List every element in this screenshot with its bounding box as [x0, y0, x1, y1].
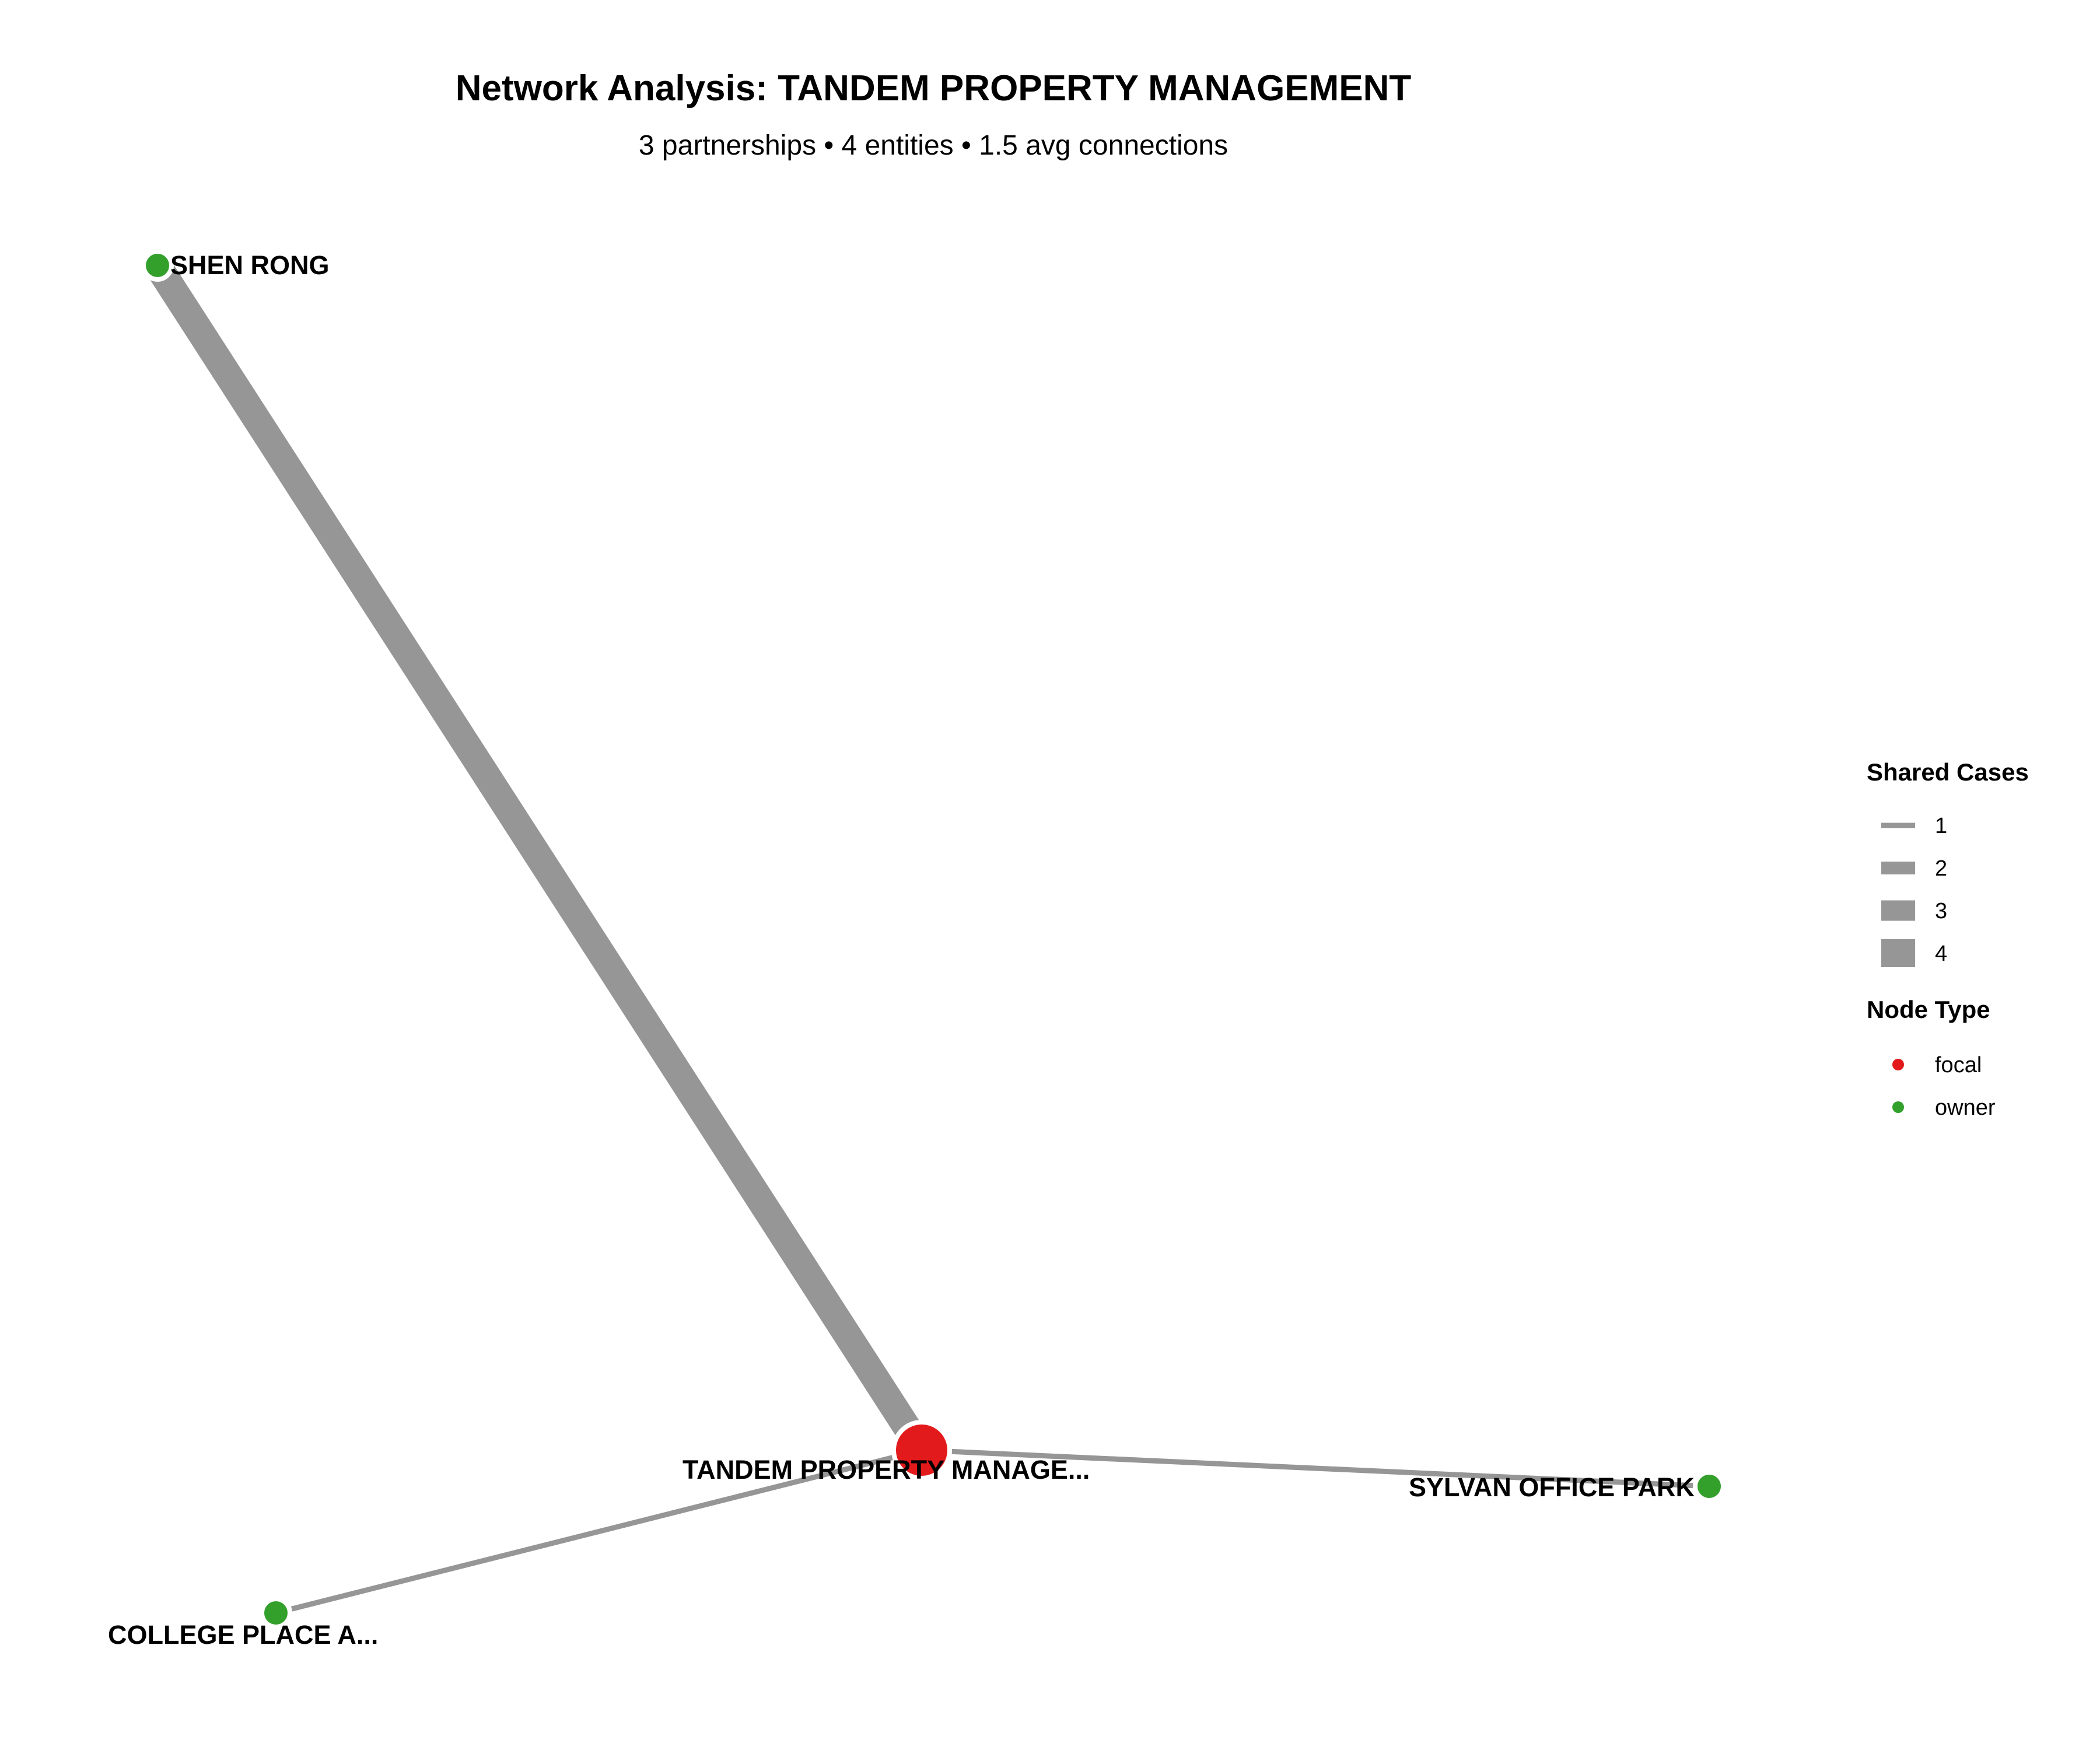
legend-node-key-owner: [1892, 1101, 1904, 1113]
edge-tandem-shen: [145, 257, 934, 1458]
legend-edge-label-2: 2: [1935, 856, 1947, 881]
node-label-sylvan: SYLVAN OFFICE PARK: [1409, 1472, 1695, 1502]
node-tandem: [891, 1420, 952, 1480]
legend-edge-label-1: 1: [1935, 814, 1947, 838]
edge-tandem-sylvan: [921, 1447, 1710, 1489]
labels-layer: TANDEM PROPERTY MANAGE... SHEN RONG COLLEG…: [108, 250, 1695, 1650]
legend-node-label-owner: owner: [1935, 1096, 1996, 1120]
legend-edge-items: 1 2 3 4: [1881, 814, 1947, 967]
legend-node-key-focal: [1892, 1059, 1904, 1070]
legend-node-items: focal owner: [1892, 1053, 1996, 1120]
page-subtitle: 3 partnerships • 4 entities • 1.5 avg co…: [639, 130, 1228, 161]
legend: Shared Cases 1 2 3 4 Node Type focal owner: [1867, 758, 2029, 1120]
edges-layer: [145, 257, 1710, 1616]
legend-edge-label-4: 4: [1935, 942, 1947, 966]
node-label-shen: SHEN RONG: [170, 250, 330, 280]
legend-node-label-focal: focal: [1935, 1053, 1982, 1077]
legend-edge-label-3: 3: [1935, 899, 1947, 923]
page-title: Network Analysis: TANDEM PROPERTY MANAGE…: [456, 68, 1412, 108]
legend-edges-title: Shared Cases: [1867, 758, 2029, 786]
node-college: [260, 1597, 292, 1629]
edge-tandem-college: [275, 1447, 923, 1616]
node-label-college: COLLEGE PLACE A...: [108, 1620, 378, 1650]
node-shen: [141, 249, 174, 282]
legend-nodes-title: Node Type: [1867, 996, 1990, 1023]
node-sylvan: [1693, 1470, 1726, 1503]
nodes-layer: [141, 249, 1726, 1629]
node-label-tandem: TANDEM PROPERTY MANAGE...: [682, 1455, 1090, 1485]
